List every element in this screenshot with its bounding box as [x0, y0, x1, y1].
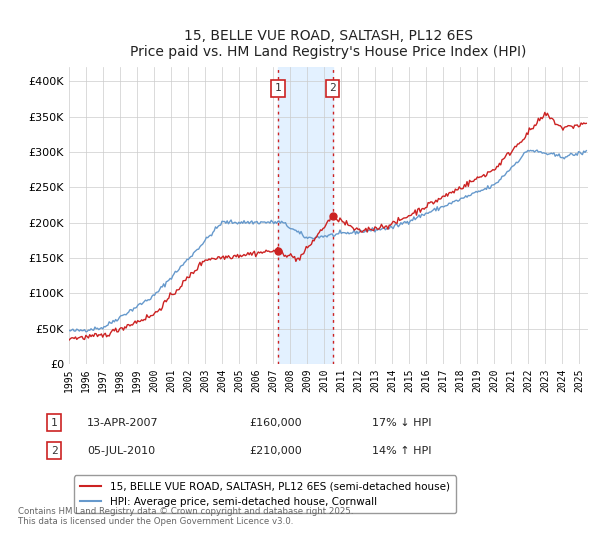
Text: 13-APR-2007: 13-APR-2007	[87, 418, 158, 428]
Legend: 15, BELLE VUE ROAD, SALTASH, PL12 6ES (semi-detached house), HPI: Average price,: 15, BELLE VUE ROAD, SALTASH, PL12 6ES (s…	[74, 475, 456, 513]
Text: 05-JUL-2010: 05-JUL-2010	[87, 446, 155, 456]
Text: 2: 2	[329, 83, 336, 94]
Bar	[278, 67, 333, 364]
Text: 1: 1	[275, 83, 281, 94]
Text: Contains HM Land Registry data © Crown copyright and database right 2025.
This d: Contains HM Land Registry data © Crown c…	[18, 507, 353, 526]
Title: 15, BELLE VUE ROAD, SALTASH, PL12 6ES
Price paid vs. HM Land Registry's House Pr: 15, BELLE VUE ROAD, SALTASH, PL12 6ES Pr…	[130, 29, 527, 59]
Text: 1: 1	[50, 418, 58, 428]
Text: 17% ↓ HPI: 17% ↓ HPI	[372, 418, 431, 428]
Text: 14% ↑ HPI: 14% ↑ HPI	[372, 446, 431, 456]
Text: 2: 2	[50, 446, 58, 456]
Text: £160,000: £160,000	[249, 418, 302, 428]
Text: £210,000: £210,000	[249, 446, 302, 456]
